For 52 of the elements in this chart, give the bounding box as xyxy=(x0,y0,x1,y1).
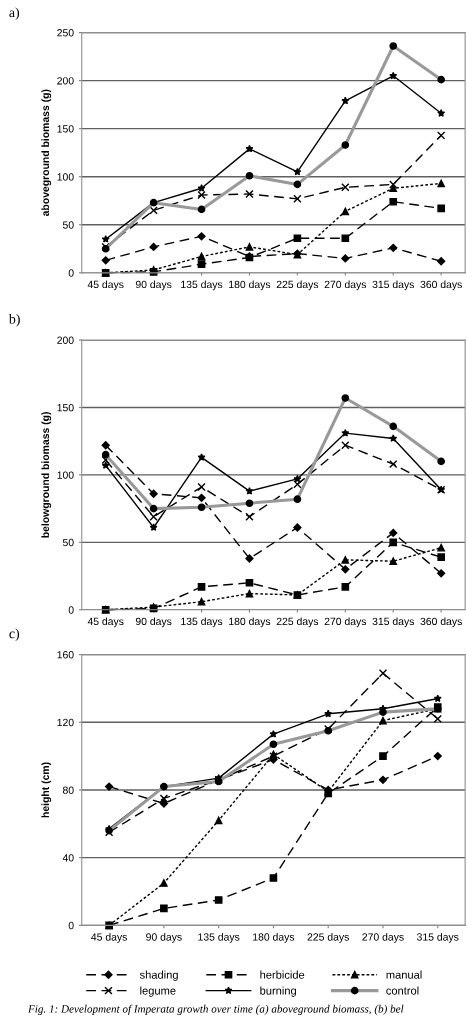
chart-title: b) xyxy=(8,313,20,327)
legend-label: herbicide xyxy=(260,970,305,979)
y-tick-label: 50 xyxy=(62,538,74,547)
legend-label: legume xyxy=(140,986,176,997)
y-tick-label: 120 xyxy=(57,718,74,727)
x-tick-label: 225 days xyxy=(307,933,349,943)
chart-title: c) xyxy=(9,628,20,642)
x-tick-label: 360 days xyxy=(420,280,462,291)
y-tick-label: 200 xyxy=(57,77,74,85)
x-tick-label: 180 days xyxy=(253,933,295,943)
x-tick-label: 180 days xyxy=(229,280,271,291)
legend-label: manual xyxy=(386,970,422,979)
y-tick-label: 100 xyxy=(57,471,74,479)
y-tick-label: 250 xyxy=(57,29,74,37)
x-tick-label: 135 days xyxy=(198,933,240,943)
x-tick-label: 135 days xyxy=(181,617,223,628)
y-axis-title: height (cm) xyxy=(41,762,52,818)
x-tick-label: 315 days xyxy=(417,933,459,943)
chart-title: a) xyxy=(9,7,20,20)
x-tick-label: 45 days xyxy=(91,933,127,943)
x-tick-label: 90 days xyxy=(146,933,182,943)
x-tick-label: 315 days xyxy=(372,617,415,628)
x-tick-label: 135 days xyxy=(181,280,223,291)
y-tick-label: 0 xyxy=(68,606,74,614)
y-axis-title: aboveground biomass (g) xyxy=(41,89,52,217)
legend-label: control xyxy=(386,986,419,995)
x-tick-label: 360 days xyxy=(420,617,462,628)
y-tick-label: 100 xyxy=(57,173,74,181)
y-tick-label: 150 xyxy=(57,125,74,133)
x-tick-label: 45 days xyxy=(87,617,124,628)
caption: Fig. 1: Development of Imperata growth over time (a) aboveground biomass, (b) bel xyxy=(27,1004,404,1015)
y-tick-label: 80 xyxy=(62,786,74,794)
y-tick-label: 40 xyxy=(62,854,74,862)
legend-label: burning xyxy=(260,986,296,997)
y-tick-label: 200 xyxy=(57,336,74,344)
y-tick-label: 160 xyxy=(57,651,74,659)
y-tick-label: 0 xyxy=(68,269,74,277)
y-tick-label: 50 xyxy=(62,221,74,229)
x-tick-label: 270 days xyxy=(324,280,367,291)
x-tick-label: 315 days xyxy=(372,280,415,291)
legend-label: shading xyxy=(139,970,178,981)
x-tick-label: 45 days xyxy=(87,280,124,291)
y-axis-title: belowground biomass (g) xyxy=(41,412,52,538)
y-tick-label: 150 xyxy=(57,403,74,412)
x-tick-label: 180 days xyxy=(229,617,271,628)
x-tick-label: 90 days xyxy=(135,617,172,628)
x-tick-label: 270 days xyxy=(324,617,367,628)
x-tick-label: 270 days xyxy=(362,933,404,943)
y-tick-label: 0 xyxy=(68,921,74,930)
x-tick-label: 225 days xyxy=(276,617,319,628)
x-tick-label: 225 days xyxy=(276,280,319,291)
x-tick-label: 90 days xyxy=(135,280,172,291)
